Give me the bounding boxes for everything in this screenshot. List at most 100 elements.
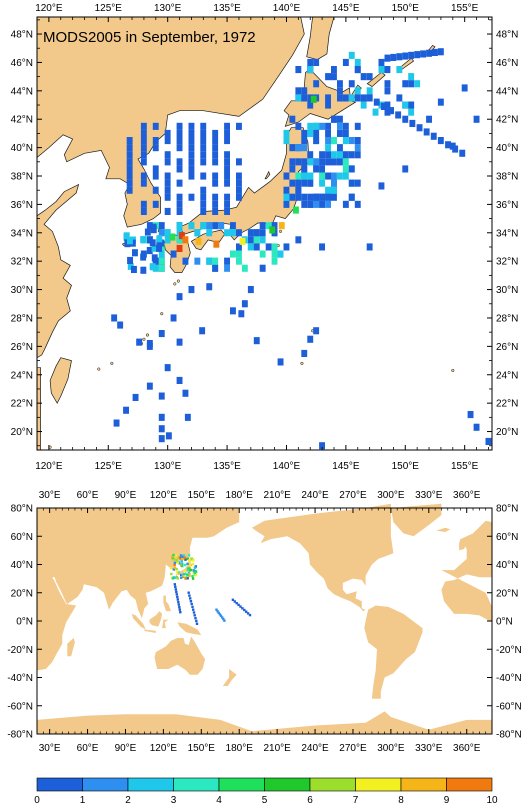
global-lat-label-right: 40°N: [496, 560, 518, 571]
lat-label-right: 44°N: [496, 86, 518, 97]
observation-cell: [402, 101, 409, 109]
observation-cell: [283, 137, 290, 145]
observation-cell: [126, 179, 133, 187]
sakhalin-land: [306, 16, 335, 60]
global-observation-cell: [231, 598, 235, 601]
global-observation-cell: [175, 576, 178, 579]
lat-label-left: 40°N: [11, 143, 33, 154]
global-observation-cell: [180, 576, 183, 579]
observation-cell: [449, 142, 456, 150]
observation-cell: [188, 165, 195, 173]
lon-label-top: 155°E: [451, 3, 479, 14]
new-guinea-land: [177, 622, 202, 636]
colorbar-label: 6: [307, 795, 313, 806]
africa-east-land: [441, 568, 492, 623]
sulawesi-land: [162, 619, 169, 629]
observation-cell: [176, 122, 183, 130]
observation-cell: [373, 98, 380, 106]
global-lon-label-top: 240°E: [301, 490, 329, 501]
observation-cell: [164, 236, 171, 244]
observation-cell: [132, 393, 139, 401]
observation-cell: [283, 186, 290, 194]
observation-cell: [307, 66, 314, 74]
observation-cell: [485, 437, 492, 445]
global-observation-cell: [173, 563, 176, 566]
global-observation-cell: [186, 573, 189, 577]
global-lat-label-left: 20°N: [11, 588, 33, 599]
observation-cell: [271, 222, 278, 230]
observation-cell: [224, 137, 230, 145]
lat-label-left: 44°N: [11, 86, 33, 97]
observation-cell: [212, 172, 219, 180]
observation-cell: [310, 95, 317, 103]
observation-cell: [307, 151, 314, 159]
observation-cell: [295, 87, 302, 95]
observation-cell: [182, 236, 189, 244]
observation-cell: [473, 423, 480, 431]
global-lon-label-bottom: 240°E: [301, 743, 329, 754]
observation-cell: [319, 200, 325, 208]
observation-cell: [342, 165, 349, 173]
observation-cell: [158, 222, 165, 230]
global-lon-label-top: 210°E: [263, 490, 291, 501]
observation-cell: [331, 137, 337, 145]
observation-cell: [354, 144, 361, 152]
observation-cell: [416, 124, 423, 132]
observation-cell: [224, 193, 230, 201]
observation-cell: [140, 266, 147, 274]
observation-cell: [348, 151, 355, 159]
global-observation-cell: [189, 597, 192, 600]
global-lat-label-left: -60°N: [7, 701, 33, 712]
observation-cell: [206, 222, 213, 230]
observation-cell: [188, 222, 195, 230]
observation-cell: [331, 151, 337, 159]
global-observation-cell: [183, 563, 187, 567]
observation-cell: [230, 250, 236, 258]
sado-land: [264, 170, 271, 180]
observation-cell: [140, 122, 147, 130]
global-observation-cell: [183, 556, 187, 559]
observation-cell: [230, 222, 236, 230]
lat-label-left: 24°N: [11, 370, 33, 381]
observation-cell: [113, 419, 120, 427]
observation-cell: [236, 172, 242, 180]
observation-cell: [212, 144, 219, 152]
kuril-iturup-land: [366, 71, 386, 88]
lat-label-right: 24°N: [496, 370, 518, 381]
global-observation-cell: [194, 617, 197, 620]
regional-map-observations: [111, 48, 492, 450]
observation-cell: [325, 193, 331, 201]
global-observation-cell: [175, 554, 178, 557]
global-observation-cell: [190, 602, 193, 606]
observation-cell: [289, 158, 296, 166]
global-observation-cell: [177, 555, 180, 559]
global-observation-cell: [170, 555, 174, 558]
observation-cell: [319, 193, 325, 201]
observation-cell: [212, 257, 219, 265]
observation-cell: [200, 129, 207, 137]
observation-cell: [247, 236, 254, 244]
global-observation-cell: [174, 585, 177, 588]
observation-cell: [224, 257, 230, 265]
global-observation-cell: [192, 559, 195, 562]
global-lat-label-left: 0°N: [16, 617, 33, 628]
observation-cell: [194, 229, 201, 237]
observation-cell: [366, 243, 373, 251]
lat-label-right: 28°N: [496, 313, 518, 324]
global-observation-cell: [186, 568, 190, 572]
colorbar-bin: [355, 777, 402, 792]
lat-label-right: 34°N: [496, 228, 518, 239]
observation-cell: [313, 137, 320, 145]
observation-cell: [176, 338, 183, 346]
lat-label-right: 22°N: [496, 399, 518, 410]
global-observation-cell: [177, 603, 180, 606]
observation-cell: [348, 80, 355, 88]
observation-cell: [319, 442, 325, 450]
observation-cell: [408, 73, 415, 81]
global-observation-cell: [172, 553, 175, 557]
observation-cell: [241, 300, 248, 308]
global-observation-cell: [173, 576, 176, 579]
observation-cell: [127, 262, 134, 270]
observation-cell: [176, 144, 183, 152]
